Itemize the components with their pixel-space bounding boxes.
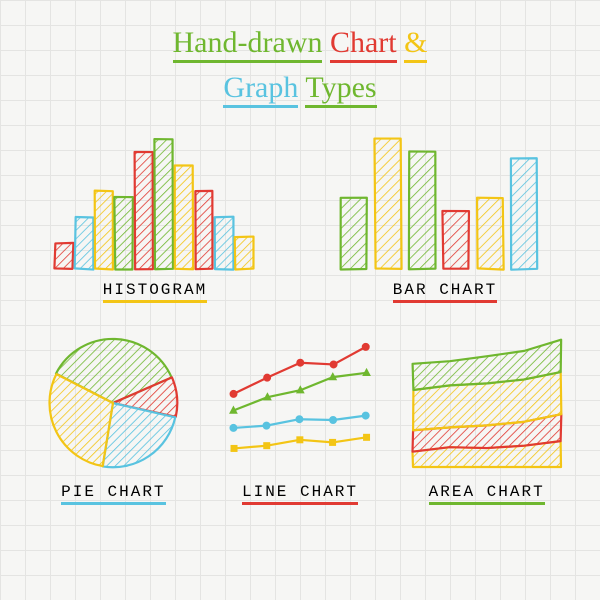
title-word-4: Graph — [223, 71, 298, 108]
page-content: Hand-drawn Chart & Graph Types HISTOGRAM… — [0, 0, 600, 525]
line-label: LINE CHART — [242, 483, 358, 505]
bar-label: BAR CHART — [393, 281, 497, 303]
line-box: LINE CHART — [217, 327, 384, 505]
pie-box: PIE CHART — [30, 327, 197, 505]
histogram-chart — [45, 125, 265, 275]
area-box: AREA CHART — [403, 327, 570, 505]
pie-label: PIE CHART — [61, 483, 165, 505]
title-word-2: Chart — [330, 26, 397, 63]
area-label: AREA CHART — [429, 483, 545, 505]
title-word-3: & — [404, 26, 427, 63]
title-word-5: Types — [305, 71, 376, 108]
bar-box: BAR CHART — [320, 125, 570, 303]
histogram-label: HISTOGRAM — [103, 281, 207, 303]
title-word-1: Hand-drawn — [173, 26, 323, 63]
line-chart — [220, 327, 380, 477]
charts-row-1: HISTOGRAM BAR CHART — [30, 125, 570, 313]
bar-chart — [335, 125, 555, 275]
pie-chart — [33, 327, 193, 477]
histogram-box: HISTOGRAM — [30, 125, 280, 303]
area-chart — [407, 327, 567, 477]
page-title: Hand-drawn Chart & Graph Types — [30, 20, 570, 110]
charts-row-2: PIE CHART LINE CHART AREA CHART — [30, 327, 570, 505]
